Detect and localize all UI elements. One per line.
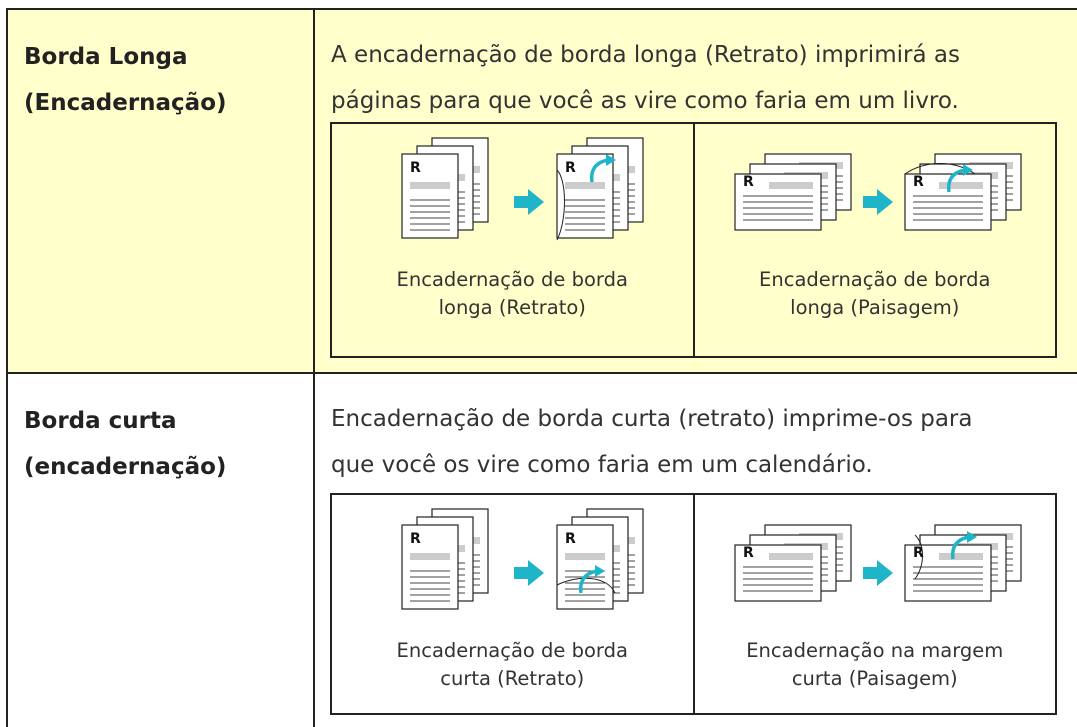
- icon-shape: [862, 560, 893, 586]
- icon-shape: [514, 560, 545, 586]
- figure-cell: Encadernação de borda curta (Retrato): [332, 495, 693, 713]
- row-label: Borda curta: [24, 408, 177, 434]
- icon-shape: [557, 509, 643, 609]
- description: A encadernação de borda longa (Retrato) …: [331, 42, 960, 68]
- row-label: (Encadernação): [24, 90, 227, 116]
- icon-shape: [402, 138, 488, 238]
- description-cell: Encadernação de borda curta (retrato) im…: [315, 374, 1077, 727]
- description: que você os vire como faria em um calend…: [331, 452, 873, 478]
- caption-line: longa (Retrato): [438, 296, 586, 319]
- caption-line: longa (Paisagem): [790, 296, 960, 319]
- caption-line: Encadernação na margem: [746, 639, 1004, 662]
- label-cell: Borda Longa (Encadernação): [8, 10, 315, 372]
- figure-cell: Encadernação na margem curta (Paisagem): [692, 495, 1056, 713]
- icon-shape: [735, 525, 851, 601]
- row-label: (encadernação): [24, 454, 227, 480]
- binding-icon: [352, 130, 672, 241]
- figure-table: Encadernação de borda curta (Retrato) Enca…: [330, 493, 1057, 715]
- label-cell: Borda curta (encadernação): [8, 374, 315, 727]
- figure-caption: Encadernação na margem curta (Paisagem): [695, 637, 1056, 693]
- figure-caption: Encadernação de borda longa (Paisagem): [695, 266, 1056, 322]
- icon-shape: [557, 577, 616, 594]
- figure-cell: Encadernação de borda longa (Paisagem): [692, 124, 1056, 356]
- description: Encadernação de borda curta (retrato) im…: [331, 406, 973, 432]
- caption-line: Encadernação de borda: [396, 268, 628, 291]
- icon-shape: [557, 138, 643, 238]
- icon-shape: [735, 154, 851, 230]
- table-row: Borda curta (encadernação) Encadernação de…: [6, 372, 1077, 727]
- description: páginas para que você as vire como faria…: [331, 88, 959, 114]
- figure-cell: Encadernação de borda longa (Retrato): [332, 124, 693, 356]
- table-row: Borda Longa (Encadernação) A encadernação …: [6, 8, 1077, 372]
- binding-icon: [352, 501, 672, 633]
- row-label: Borda Longa: [24, 44, 188, 70]
- caption-line: curta (Retrato): [440, 667, 585, 690]
- icon-shape: [905, 525, 1021, 601]
- binding-icon: [715, 501, 1035, 633]
- icon-shape: [914, 534, 923, 580]
- figure-caption: Encadernação de borda longa (Retrato): [332, 266, 693, 322]
- description-cell: A encadernação de borda longa (Retrato) …: [315, 10, 1077, 372]
- icon-shape: [556, 169, 566, 241]
- caption-line: Encadernação de borda: [396, 639, 628, 662]
- icon-shape: [862, 189, 893, 215]
- caption-line: curta (Paisagem): [791, 667, 958, 690]
- icon-shape: [514, 189, 545, 215]
- icon-shape: [402, 509, 488, 609]
- figure-table: Encadernação de borda longa (Retrato) Enca…: [330, 122, 1057, 358]
- caption-line: Encadernação de borda: [759, 268, 991, 291]
- figure-caption: Encadernação de borda curta (Retrato): [332, 637, 693, 693]
- binding-icon: [715, 130, 1035, 262]
